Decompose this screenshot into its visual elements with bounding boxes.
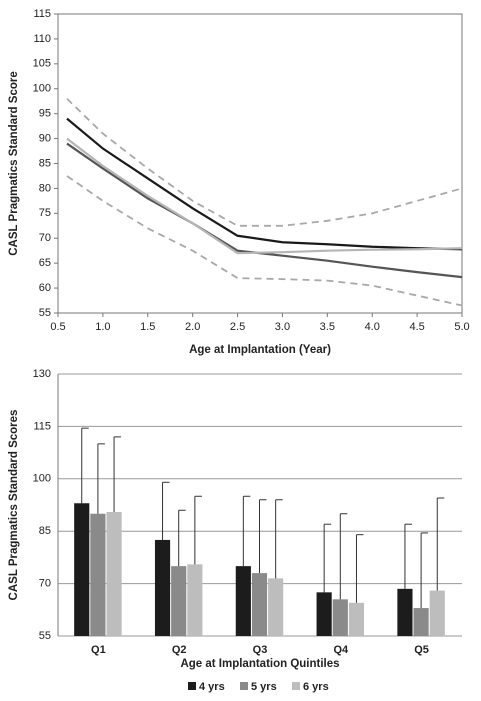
x-tick-label: 3.0 [275,321,290,333]
y-tick-label: 85 [39,157,51,169]
bar [268,578,284,636]
bar [413,608,429,636]
legend-label: 4 yrs [199,681,225,693]
bar [316,592,332,636]
y-tick-label: 85 [39,525,51,537]
x-tick-label: 0.5 [50,321,65,333]
y-tick-label: 110 [33,33,51,45]
bar [187,564,203,636]
bar [90,513,106,636]
y-tick-label: 100 [33,473,51,485]
y-tick-label: 115 [33,420,51,432]
y-tick-label: 130 [33,368,51,380]
x-tick-label: 5.0 [454,321,469,333]
y-tick-label: 65 [39,257,51,269]
x-tick-label: Q4 [333,644,349,656]
bar [74,503,90,636]
y-tick-label: 100 [33,83,51,95]
y-tick-label: 80 [39,182,51,194]
x-tick-label: 3.5 [320,321,335,333]
y-tick-label: 90 [39,132,51,144]
y-tick-label: 60 [39,282,51,294]
y-tick-label: 70 [39,578,51,590]
y-tick-label: 75 [39,207,51,219]
legend-label: 5 yrs [251,681,277,693]
y-tick-label: 105 [33,58,51,70]
x-tick-label: Q2 [172,644,187,656]
legend-swatch [240,682,248,690]
bar [348,602,365,636]
plot-frame [57,13,463,314]
x-tick-label: 4.0 [365,321,380,333]
y-axis-label: CASL Pragmatics Standard Scores [8,410,20,601]
x-tick-label: 4.5 [409,321,424,333]
bar [154,539,171,636]
x-tick-label: Q5 [414,644,429,656]
x-axis-label: Age at Implantation (Year) [189,344,331,356]
legend-swatch [292,682,300,690]
x-axis-label: Age at Implantation Quintiles [180,658,339,670]
x-tick-label: 1.5 [140,321,155,333]
series-line [66,137,463,255]
y-tick-label: 70 [39,232,51,244]
bar [171,566,187,636]
bar [106,511,122,636]
x-tick-label: Q1 [91,644,106,656]
y-tick-label: 115 [33,8,51,20]
bar [429,590,445,636]
bar [251,573,268,636]
x-tick-label: 1.0 [95,321,110,333]
x-tick-label: Q3 [253,644,268,656]
bar [332,599,348,636]
legend-swatch [188,682,196,690]
series-line [66,117,463,251]
y-tick-label: 55 [39,307,51,319]
legend-label: 6 yrs [303,681,329,693]
series-line [66,175,463,307]
y-axis-label: CASL Pragmatics Standard Score [8,71,20,256]
y-tick-label: 95 [39,108,51,120]
x-tick-label: 2.5 [230,321,245,333]
bar [235,566,251,636]
bar [397,588,413,636]
x-tick-label: 2.0 [185,321,200,333]
series-line [66,98,463,227]
y-tick-label: 55 [39,630,51,642]
